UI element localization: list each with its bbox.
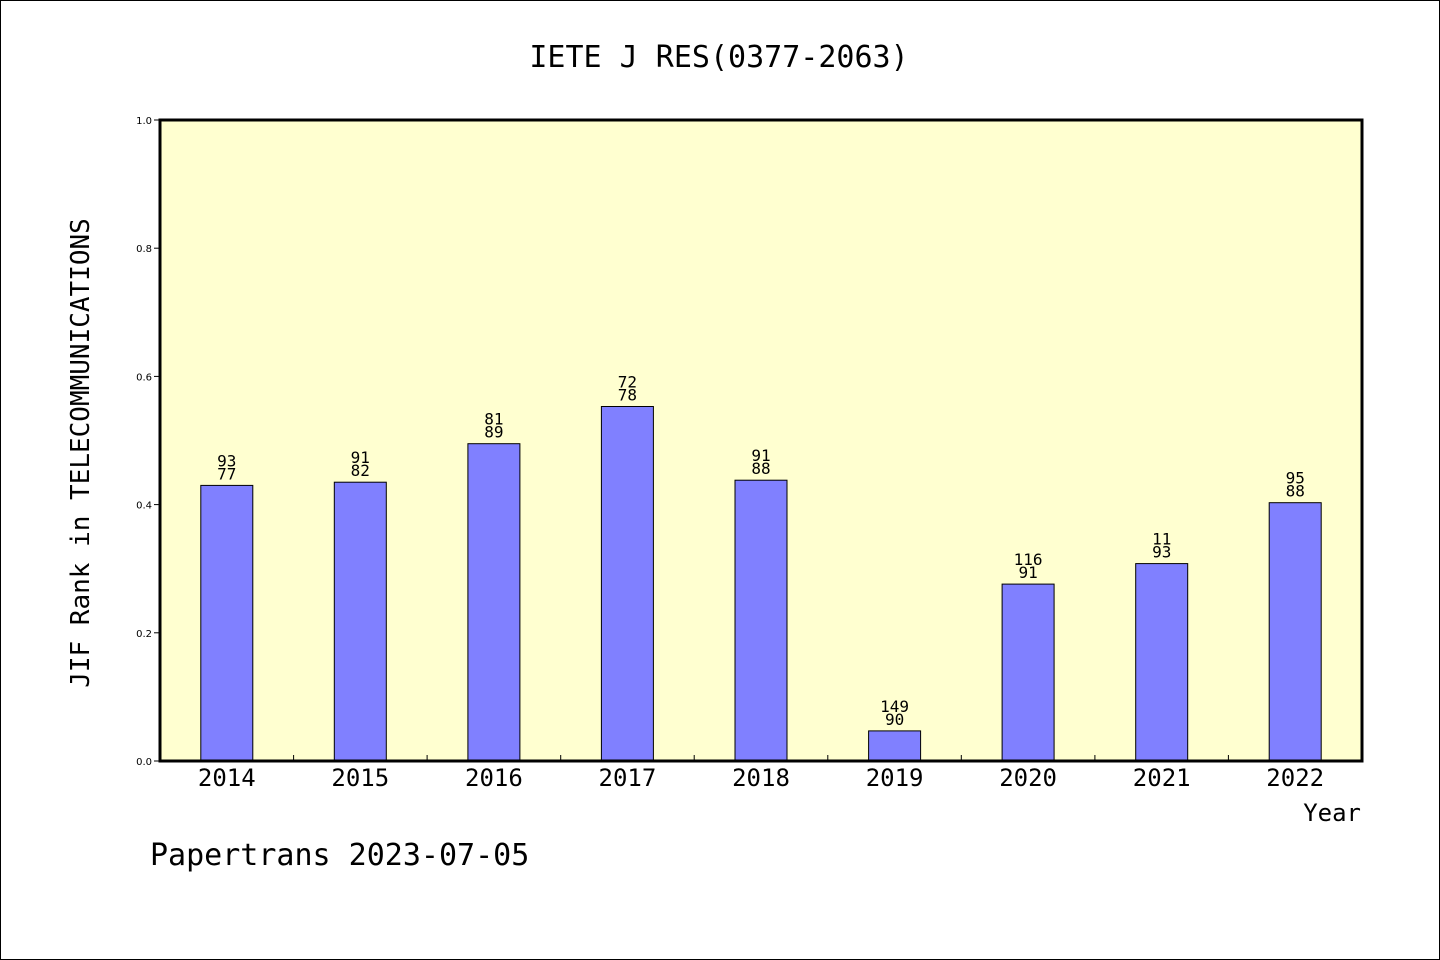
bar-2017 xyxy=(600,406,654,762)
data-label-bottom-2021: 93 xyxy=(1152,543,1171,562)
data-label-top-2022: 95 xyxy=(1286,469,1305,488)
data-label-bottom-2020: 91 xyxy=(1018,563,1037,582)
x-tick-label-2014: 2014 xyxy=(198,764,256,792)
plot-border xyxy=(158,118,1364,763)
data-label-bottom-2015: 82 xyxy=(351,461,370,480)
data-label-top-2015: 91 xyxy=(351,448,370,467)
data-label-bottom-2019: 90 xyxy=(885,710,904,729)
x-tick-label-2022: 2022 xyxy=(1266,764,1324,792)
y-tick-label: 0.2 xyxy=(136,629,152,640)
data-label-top-2021: 11 xyxy=(1152,530,1171,549)
x-tick-label-2018: 2018 xyxy=(732,764,790,792)
bar-2019 xyxy=(868,730,922,762)
data-label-top-2020: 116 xyxy=(1014,550,1043,569)
y-tick-label: 0.6 xyxy=(136,372,152,383)
y-tick-label: 0.4 xyxy=(136,501,152,512)
data-label-bottom-2022: 88 xyxy=(1286,482,1305,501)
data-label-bottom-2014: 77 xyxy=(217,464,236,483)
y-tick-label: 0.8 xyxy=(136,244,152,255)
chart-title: IETE J RES(0377-2063) xyxy=(529,40,908,75)
x-axis: 2014 2015 2016 2017 2018 2019 2020 2021 2022 xyxy=(198,755,1324,792)
bar-2021 xyxy=(1135,563,1189,762)
y-tick-label: 0.0 xyxy=(136,757,152,768)
bar-2018 xyxy=(734,479,788,762)
bar-2015 xyxy=(333,481,387,762)
y-axis: 0.0 0.2 0.4 0.6 0.8 1.0 xyxy=(136,116,160,768)
bar-2014 xyxy=(200,484,254,762)
bar-2020 xyxy=(1001,583,1055,762)
data-label-bottom-2018: 88 xyxy=(751,459,770,478)
y-axis-title: JIF Rank in TELECOMMUNICATIONS xyxy=(66,218,96,688)
data-label-top-2019: 149 xyxy=(880,697,909,716)
data-label-top-2017: 72 xyxy=(618,373,637,392)
data-label-bottom-2017: 78 xyxy=(618,386,637,405)
x-tick-label-2021: 2021 xyxy=(1133,764,1191,792)
x-tick-label-2017: 2017 xyxy=(599,764,657,792)
bar-2016 xyxy=(467,443,521,762)
x-tick-label-2019: 2019 xyxy=(866,764,924,792)
x-tick-label-2015: 2015 xyxy=(331,764,389,792)
y-tick-label: 1.0 xyxy=(136,116,152,127)
data-label-top-2014: 93 xyxy=(217,451,236,470)
x-axis-title: Year xyxy=(1303,799,1361,827)
bar-2022 xyxy=(1268,502,1322,762)
bars-group xyxy=(200,406,1322,762)
data-label-bottom-2016: 89 xyxy=(484,423,503,442)
data-label-top-2018: 91 xyxy=(751,446,770,465)
data-label-top-2016: 81 xyxy=(484,410,503,429)
footer-credit: Papertrans 2023-07-05 xyxy=(150,838,529,873)
x-tick-label-2016: 2016 xyxy=(465,764,523,792)
x-tick-label-2020: 2020 xyxy=(999,764,1057,792)
